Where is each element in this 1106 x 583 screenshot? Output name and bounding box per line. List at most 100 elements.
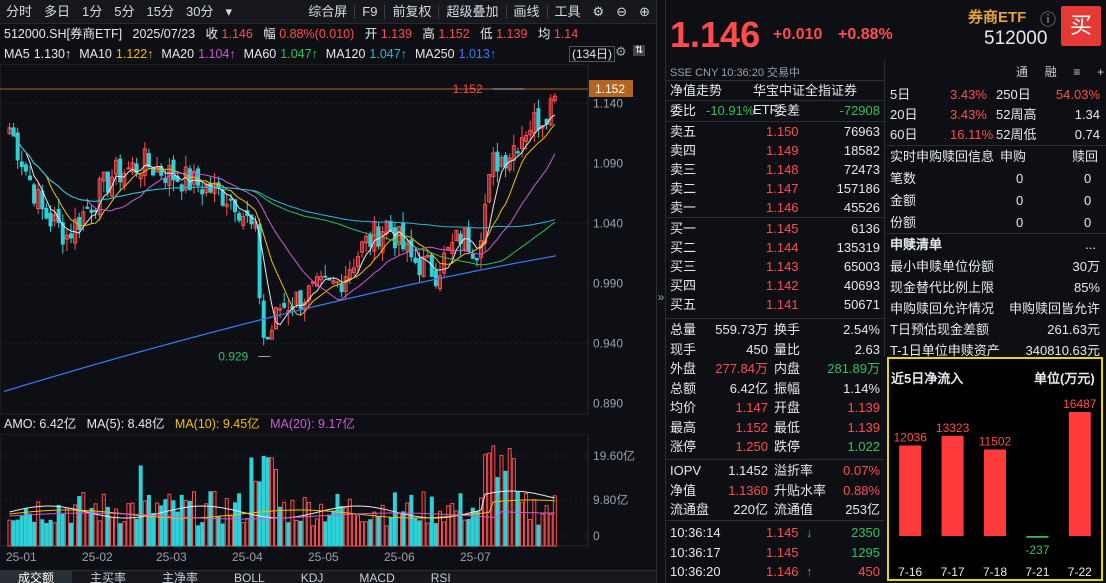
chart-settings-icon[interactable]: ⚙ [615,44,627,59]
perf-label: 5日 [890,87,911,102]
ma-label: MA20 [161,47,195,61]
bid-row[interactable]: 买三 1.143 65003 [670,257,880,276]
bid-row[interactable]: 买一 1.145 6136 [670,219,880,238]
tong-icon[interactable]: 通 [1016,65,1029,79]
panel-divider[interactable] [656,0,666,583]
indicator-tab-0[interactable]: 成交额 [0,571,73,583]
candle-body [200,189,205,195]
super-overlay-button[interactable]: 超级叠加 [446,3,499,19]
settings-gear-icon[interactable]: ⚙ [592,3,605,19]
candle-body [19,161,24,168]
add-icon[interactable]: + [1097,65,1105,79]
ma-label: MA5 [4,47,30,61]
ask-row[interactable]: 卖一 1.146 45526 [670,198,880,217]
period-tab-multiday[interactable]: 多日 [44,3,71,19]
candle-body [69,233,73,239]
candle-body [15,132,20,161]
volume-bar [114,508,119,547]
bid-row[interactable]: 买二 1.144 135319 [670,238,880,257]
volume-bar [552,495,557,547]
subscription-header: 实时申购赎回信息 申购 赎回 [888,146,1102,167]
plus-icon[interactable]: ⊕ [639,3,650,19]
section-divider [666,520,884,521]
indicator-tab-3[interactable]: BOLL [234,571,265,583]
indicator-tab-1[interactable]: 主买率 [90,571,127,583]
volume-bar [122,521,127,547]
level-label: 买四 [670,278,697,293]
level-price: 1.141 [766,297,799,312]
candle-body [101,171,106,182]
buy-button[interactable]: 买 [1061,6,1101,46]
volume-bar [466,518,471,547]
period-tab-15min[interactable]: 15分 [146,3,174,19]
period-tab-30min[interactable]: 30分 [185,3,214,19]
collapse-arrow-icon[interactable]: » [657,290,665,304]
y-tick-label: 1.090 [593,156,623,170]
stat-value: 1.250 [735,439,768,454]
stat-value: 220亿 [733,502,768,517]
volume-bar [224,497,229,547]
ask-row[interactable]: 卖三 1.148 72473 [670,160,880,179]
volume-bar [167,493,172,547]
bar-count-badge[interactable]: (134日) [569,46,616,62]
list-label: 申购赎回允许情况 [890,301,995,316]
tick-price: 1.146 [766,564,799,579]
draw-line-button[interactable]: 画线 [513,3,540,19]
net-inflow-chart: 12036 7-16 13323 7-17 11502 7-18 -237 7-21 16487… [894,397,1097,579]
list-more-icon[interactable]: ... [1085,237,1096,252]
high-value: 1.152 [438,27,470,41]
candle-body [487,173,492,203]
rong-icon[interactable]: 融 [1044,65,1057,79]
high-marker-label: 1.152 [453,82,483,96]
tools-button[interactable]: 工具 [554,3,581,19]
ask-row[interactable]: 卖二 1.147 157186 [670,179,880,198]
volume-bar [32,521,37,547]
bid-row[interactable]: 买五 1.141 50671 [670,295,880,314]
period-tab-1min[interactable]: 1分 [82,3,103,19]
candle-body [552,95,557,102]
volume-bar [183,500,188,547]
composite-screen-button[interactable]: 综合屏 [308,3,348,19]
level-volume: 65003 [843,259,880,274]
stat-label: 内盘 [774,361,801,376]
volume-bar [200,522,205,547]
period-dropdown-icon[interactable]: ▾ [225,3,232,19]
subscription-title: 实时申购赎回信息 [890,149,995,164]
f9-button[interactable]: F9 [362,3,378,19]
candle-body [331,280,336,284]
tab-nav-trend[interactable]: 净值走势 [670,83,723,98]
overlay-icon[interactable]: ⇅ [633,45,646,56]
x-axis-label: 25-07 [460,550,491,564]
indicator-tab-6[interactable]: RSI [430,571,451,583]
volume-bar [228,515,233,547]
volume-bar [269,457,274,547]
tab-fund-name[interactable]: 华宝中证全指证券ETF [753,83,858,117]
period-tab-5min[interactable]: 5分 [114,3,135,19]
candle-body [524,134,529,142]
stat-value: 1.14% [843,380,880,396]
info-icon[interactable]: ⓘ [1040,12,1057,29]
period-tab-intraday[interactable]: 分时 [6,3,33,19]
forward-adjust-button[interactable]: 前复权 [392,3,432,19]
volume-bar [409,494,414,547]
ma-line [9,114,556,326]
y-tick-label: 1.140 [593,96,623,110]
ma-value: 1.047↑ [369,47,407,61]
section-divider [666,318,884,319]
indicator-tab-4[interactable]: KDJ [300,571,324,583]
level-price: 1.143 [766,259,799,274]
candle-body [224,203,229,208]
volume-bar [520,501,524,547]
ask-row[interactable]: 卖五 1.150 76963 [670,122,880,141]
indicator-tab-2[interactable]: 主净率 [162,571,199,583]
candle-body [118,158,123,183]
minus-icon[interactable]: ⊖ [616,3,628,19]
ask-row[interactable]: 卖四 1.149 18582 [670,141,880,160]
candle-body [36,189,41,210]
amo-ma20-line [9,511,555,520]
volume-chart[interactable]: 19.60亿 9.80亿 0 [0,434,656,548]
indicator-tab-5[interactable]: MACD [359,571,395,583]
bid-row[interactable]: 买四 1.142 40693 [670,276,880,295]
kline-chart[interactable]: 1.140 1.090 1.040 0.990 0.940 0.890 1.152 1.152… [0,64,656,416]
menu-icon[interactable]: ≡ [1073,65,1081,79]
